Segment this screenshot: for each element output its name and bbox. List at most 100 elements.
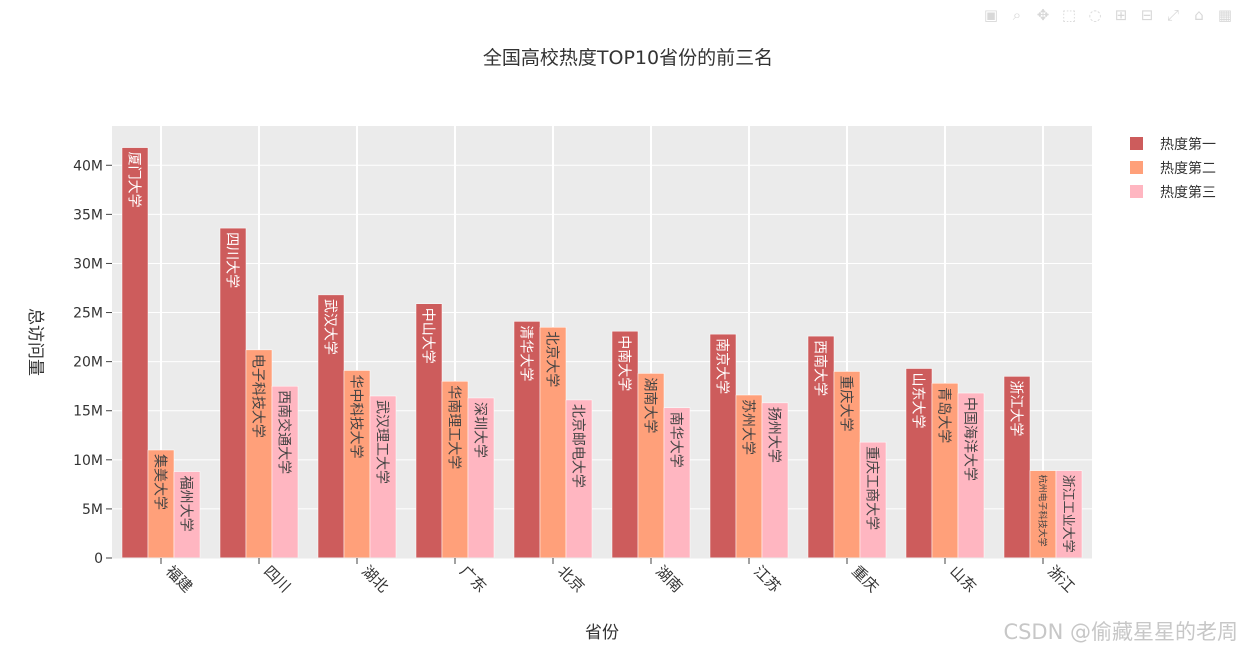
- bar[interactable]: [637, 373, 665, 559]
- bar[interactable]: [441, 381, 469, 559]
- bar[interactable]: [1055, 470, 1083, 559]
- y-tick-label: 25M: [73, 306, 103, 322]
- lasso-icon[interactable]: ◌: [1088, 6, 1102, 24]
- bar-label: 南京大学: [713, 338, 729, 394]
- bar-label: 扬州大学: [765, 407, 781, 463]
- y-tick-label: 0: [94, 551, 103, 567]
- bar-label: 南华大学: [667, 412, 683, 468]
- y-axis-title: 总访问量: [25, 308, 45, 376]
- bar-label: 中南大学: [615, 335, 631, 391]
- bar-label: 华南理工大学: [445, 385, 461, 469]
- chart-title: 全国高校热度TOP10省份的前三名: [483, 47, 773, 69]
- bar-label: 青岛大学: [935, 387, 951, 443]
- x-tick-label: 四川: [260, 562, 294, 596]
- legend-swatch: [1130, 185, 1143, 198]
- legend-label: 热度第三: [1160, 184, 1216, 201]
- bar[interactable]: [467, 397, 495, 559]
- legend-item[interactable]: 热度第二: [1130, 160, 1216, 177]
- y-tick-label: 15M: [73, 404, 103, 420]
- bar-label: 集美大学: [151, 454, 168, 510]
- bar-label: 重庆工商大学: [863, 446, 879, 530]
- bar-label: 北京大学: [543, 331, 559, 387]
- bar[interactable]: [245, 349, 273, 559]
- bar-label: 福州大学: [177, 476, 193, 532]
- y-tick-label: 5M: [82, 502, 103, 518]
- bar[interactable]: [1029, 470, 1057, 559]
- x-tick-label: 福建: [162, 562, 196, 596]
- bar-label: 武汉大学: [321, 299, 337, 355]
- legend-item[interactable]: 热度第三: [1130, 184, 1216, 201]
- bar-label: 中国海洋大学: [961, 397, 977, 481]
- y-tick-label: 40M: [73, 158, 103, 174]
- bar-label: 浙江大学: [1007, 380, 1023, 436]
- x-axis-ticks: 福建 四川 湖北 广东 北京 湖南 江苏 重庆 山东 浙江: [112, 557, 1092, 596]
- bar-label: 西南交通大学: [275, 390, 292, 474]
- watermark: CSDN @偷藏星星的老周: [1003, 620, 1238, 644]
- x-tick-label: 浙江: [1044, 562, 1078, 596]
- modebar-toolbar: ▣ ⌕ ✥ ⬚ ◌ ⊞ ⊟ ⤢ ⌂ ▦: [980, 4, 1236, 26]
- bar[interactable]: [271, 385, 299, 559]
- zoom-out-icon[interactable]: ⊟: [1140, 6, 1154, 24]
- bar-label: 浙江工业大学: [1060, 475, 1076, 553]
- x-tick-label: 江苏: [750, 562, 784, 596]
- legend-swatch: [1130, 137, 1143, 150]
- bar[interactable]: [369, 395, 397, 559]
- bar-label: 杭州电子科技大学: [1036, 475, 1048, 547]
- x-tick-label: 广东: [456, 562, 490, 596]
- bar[interactable]: [735, 394, 763, 559]
- select-icon[interactable]: ⬚: [1061, 6, 1077, 24]
- y-axis-ticks: 0 5M 10M 15M 20M 25M 30M 35M 40M: [73, 158, 112, 567]
- bar[interactable]: [833, 371, 861, 559]
- bar[interactable]: [807, 335, 835, 559]
- camera-icon[interactable]: ▣: [983, 6, 999, 24]
- y-tick-label: 35M: [73, 207, 103, 223]
- x-tick-label: 山东: [946, 562, 980, 596]
- reset-icon[interactable]: ⌂: [1194, 6, 1204, 24]
- bar-label: 北京邮电大学: [569, 404, 585, 488]
- bar[interactable]: [1003, 376, 1031, 559]
- y-tick-label: 20M: [73, 355, 103, 371]
- y-tick-label: 10M: [73, 453, 103, 469]
- bar[interactable]: [415, 303, 443, 559]
- zoom-in-icon[interactable]: ⊞: [1114, 6, 1128, 24]
- bar-label: 苏州大学: [739, 399, 755, 455]
- bar[interactable]: [957, 392, 985, 559]
- pan-icon[interactable]: ✥: [1036, 6, 1050, 24]
- bar-label: 四川大学: [223, 232, 239, 288]
- bar[interactable]: [343, 370, 371, 559]
- bar-label: 深圳大学: [471, 402, 487, 458]
- autoscale-icon[interactable]: ⤢: [1166, 6, 1179, 24]
- x-tick-label: 北京: [554, 562, 588, 596]
- bar-label: 清华大学: [517, 325, 533, 381]
- bar-label: 湖南大学: [641, 377, 657, 433]
- bar-label: 中山大学: [419, 308, 435, 364]
- bar[interactable]: [317, 294, 345, 559]
- legend-item[interactable]: 热度第一: [1130, 136, 1216, 153]
- x-axis-title: 省份: [585, 623, 619, 643]
- bar-label: 武汉理工大学: [373, 400, 389, 484]
- legend-label: 热度第二: [1160, 160, 1216, 177]
- legend-swatch: [1130, 161, 1143, 174]
- bar-label: 电子科技大学: [249, 354, 265, 438]
- legend-label: 热度第一: [1160, 136, 1216, 153]
- plotly-logo-icon[interactable]: ▦: [1217, 6, 1233, 24]
- x-tick-label: 重庆: [848, 562, 882, 596]
- bar[interactable]: [905, 368, 933, 559]
- bar[interactable]: [663, 407, 691, 559]
- bar[interactable]: [513, 321, 541, 559]
- bar-label: 西南大学: [811, 340, 827, 396]
- bar-label: 厦门大学: [125, 152, 141, 208]
- bar-label: 华中科技大学: [347, 374, 363, 458]
- y-tick-label: 30M: [73, 256, 103, 272]
- bar[interactable]: [539, 327, 567, 559]
- bar[interactable]: [147, 449, 175, 559]
- bar-label: 山东大学: [909, 373, 925, 429]
- x-tick-label: 湖北: [358, 562, 392, 596]
- bar-label: 重庆大学: [837, 375, 853, 431]
- zoom-icon[interactable]: ⌕: [1012, 6, 1022, 24]
- x-tick-label: 湖南: [652, 562, 686, 596]
- bar[interactable]: [121, 147, 149, 559]
